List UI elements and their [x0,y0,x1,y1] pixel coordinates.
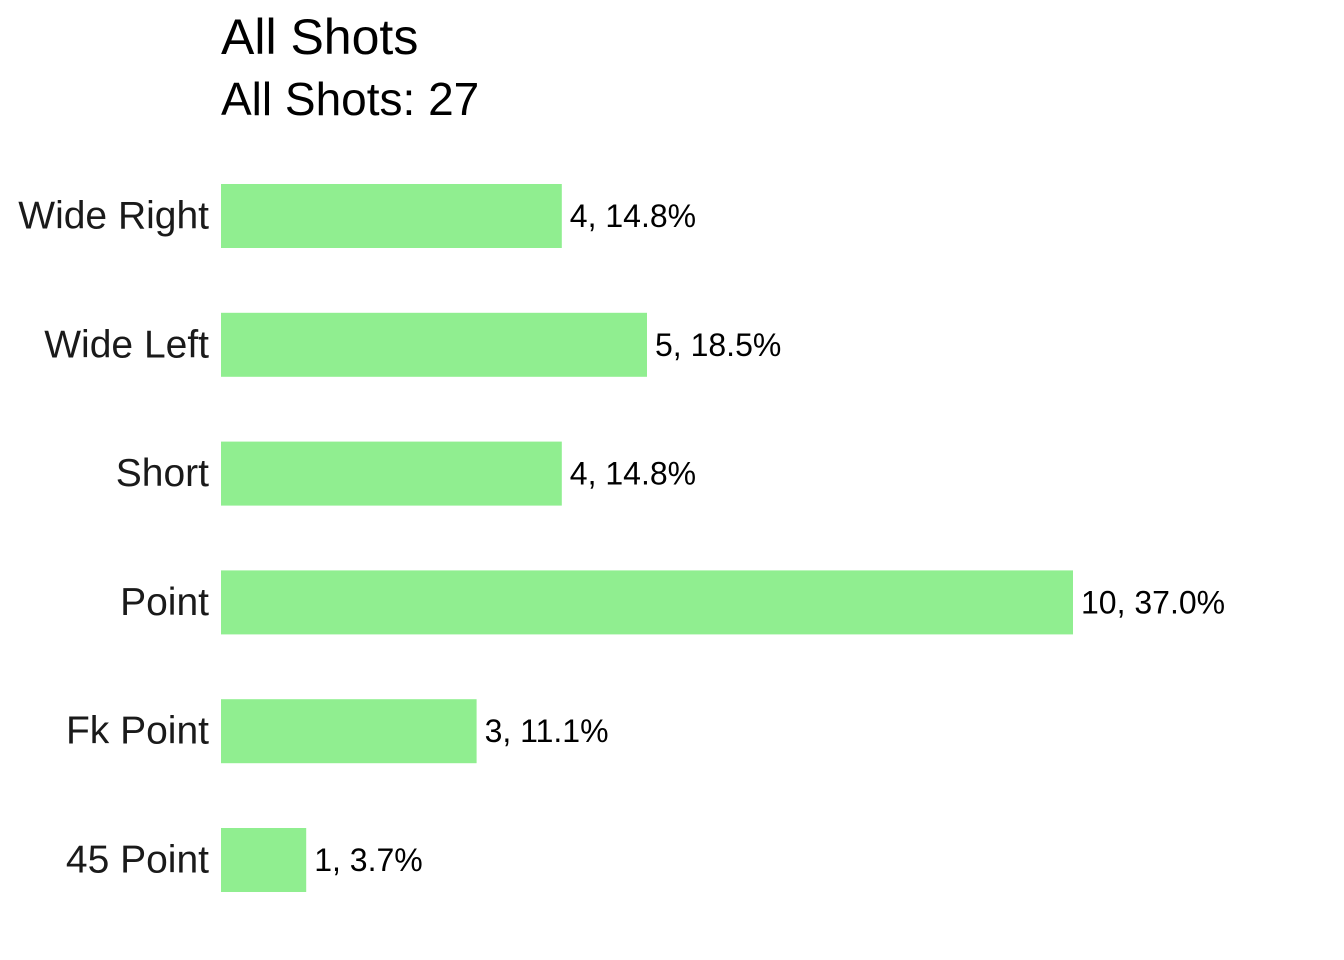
data-label: 4, 14.8% [570,198,696,234]
data-label: 5, 18.5% [655,327,781,363]
chart-subtitle: All Shots: 27 [221,73,480,125]
bar-wide-left [221,312,647,377]
category-label: Fk Point [66,710,209,753]
data-label: 1, 3.7% [314,842,423,878]
category-label: Wide Right [18,195,209,238]
chart-title: All Shots [221,9,419,65]
data-label: 3, 11.1% [485,713,609,749]
category-label: Point [120,581,209,624]
category-labels: Wide Right Wide Left Short Point Fk Point 45 … [18,195,209,882]
category-label: 45 Point [66,839,209,882]
data-label: 4, 14.8% [570,456,696,492]
category-label: Short [116,452,209,495]
category-label: Wide Left [44,323,209,366]
value-labels: 4, 14.8% 5, 18.5% 4, 14.8% 10, 37.0% 3, 11.1… [314,198,1225,878]
bar-point [221,570,1073,635]
bar-short [221,441,562,506]
bars-layer [221,184,1073,892]
bar-wide-right [221,184,562,248]
bar-45-point [221,828,307,892]
bar-fk-point [221,699,477,764]
data-label: 10, 37.0% [1081,584,1225,620]
